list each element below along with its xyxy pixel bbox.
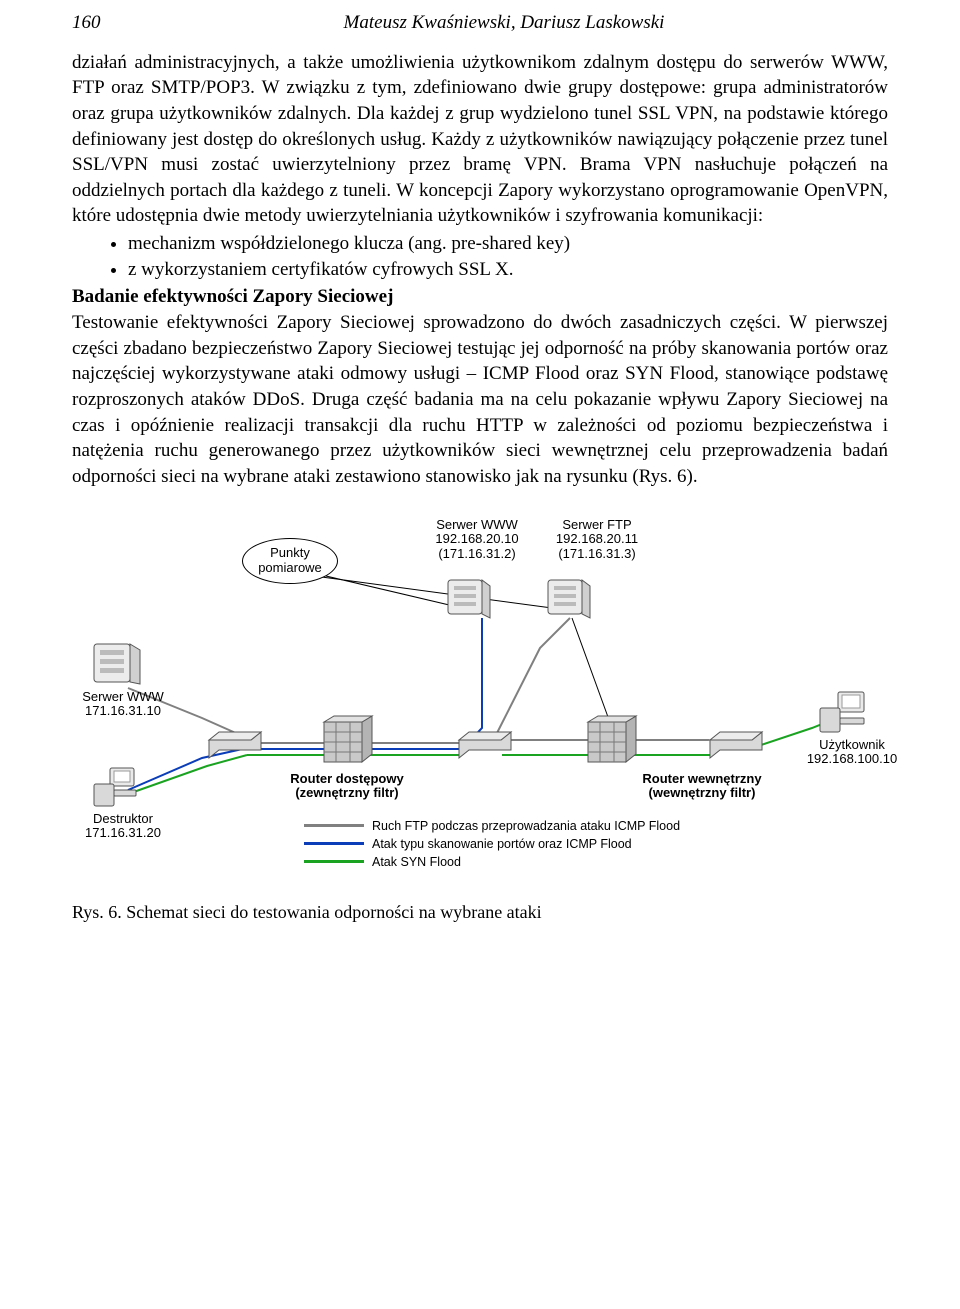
server-ftp-dmz-icon: [544, 574, 594, 620]
server-www-dmz-label: Serwer WWW 192.168.20.10 (171.16.31.2): [407, 518, 547, 563]
measurement-points-label: Punkty pomiarowe: [258, 546, 322, 575]
switch-left-icon: [207, 730, 263, 760]
uzytkownik-label: Użytkownik 192.168.100.10: [792, 738, 912, 768]
paragraph-1: działań administracyjnych, a także umożl…: [72, 50, 888, 229]
legend-swatch-ftp: [304, 824, 364, 827]
measurement-points-oval: Punkty pomiarowe: [242, 538, 338, 584]
legend-row-3: Atak SYN Flood: [304, 854, 461, 871]
switch-middle-icon: [457, 730, 513, 760]
bullet-list: mechanizm współdzielonego klucza (ang. p…: [128, 231, 888, 282]
subheading: Badanie efektywności Zapory Sieciowej: [72, 284, 888, 310]
legend-text-2: Atak typu skanowanie portów oraz ICMP Fl…: [372, 836, 632, 853]
legend-text-1: Ruch FTP podczas przeprowadzania ataku I…: [372, 818, 680, 835]
router-dostepowy-label: Router dostępowy (zewnętrzny filtr): [262, 772, 432, 802]
switch-right-icon: [708, 730, 764, 760]
router-dostepowy-icon: [320, 714, 376, 768]
bullet-1: mechanizm współdzielonego klucza (ang. p…: [128, 231, 888, 257]
server-ftp-dmz-label: Serwer FTP 192.168.20.11 (171.16.31.3): [532, 518, 662, 563]
server-www-dmz-icon: [444, 574, 494, 620]
router-wewnetrzny-icon: [584, 714, 640, 768]
uzytkownik-icon: [816, 690, 868, 736]
legend-row-2: Atak typu skanowanie portów oraz ICMP Fl…: [304, 836, 632, 853]
router-wewnetrzny-label: Router wewnętrzny (wewnętrzny filtr): [612, 772, 792, 802]
destruktor-label: Destruktor 171.16.31.20: [68, 812, 178, 842]
authors: Mateusz Kwaśniewski, Dariusz Laskowski: [120, 10, 888, 36]
paragraph-2: Testowanie efektywności Zapory Sieciowej…: [72, 310, 888, 489]
page-header: 160 Mateusz Kwaśniewski, Dariusz Laskows…: [72, 0, 888, 46]
server-www-ext-label: Serwer WWW 171.16.31.10: [68, 690, 178, 720]
bullet-2: z wykorzystaniem certyfikatów cyfrowych …: [128, 257, 888, 283]
legend-text-3: Atak SYN Flood: [372, 854, 461, 871]
body-text: działań administracyjnych, a także umożl…: [72, 50, 888, 490]
legend-swatch-syn: [304, 860, 364, 863]
server-www-ext-icon: [90, 638, 144, 688]
legend-row-1: Ruch FTP podczas przeprowadzania ataku I…: [304, 818, 680, 835]
destruktor-icon: [90, 766, 140, 810]
legend-swatch-scan: [304, 842, 364, 845]
figure-caption: Rys. 6. Schemat sieci do testowania odpo…: [72, 900, 888, 924]
page-number: 160: [72, 10, 120, 36]
network-diagram: Punkty pomiarowe Serwer WWW 192.168.20.1…: [72, 518, 888, 888]
